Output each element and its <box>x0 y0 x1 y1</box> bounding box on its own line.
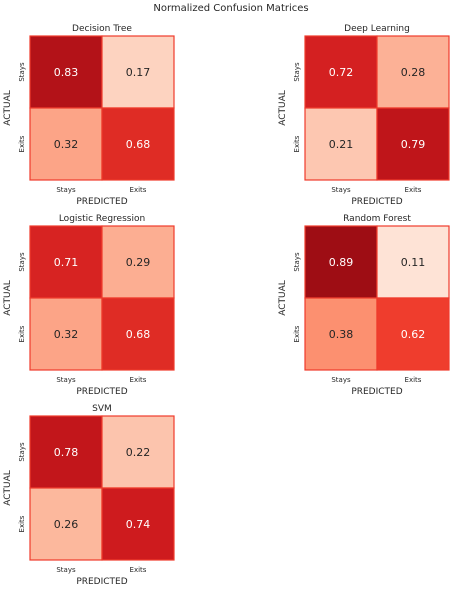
cell-value-label: 0.71 <box>54 256 79 269</box>
heatmap-cell <box>29 35 103 109</box>
y-tick-label: Stays <box>18 252 26 272</box>
cell-value-label: 0.28 <box>401 66 426 79</box>
cell-value-label: 0.72 <box>329 66 354 79</box>
panel-logistic-regression: Logistic Regression 0.71 0.29 0.32 0.68 Stays… <box>3 214 175 397</box>
heatmap-cell <box>376 225 450 299</box>
cell-value-label: 0.32 <box>54 328 79 341</box>
x-tick-label: Exits <box>130 566 147 574</box>
cell-value-label: 0.17 <box>126 66 151 79</box>
panel-random-forest: Random Forest 0.89 0.11 0.38 0.62 Stays Exits S… <box>278 214 450 397</box>
cell-value-label: 0.79 <box>401 138 426 151</box>
x-tick-label: Exits <box>405 186 422 194</box>
heatmap-cell <box>29 487 103 561</box>
y-tick-label: Exits <box>18 135 26 152</box>
panel-title: SVM <box>92 404 112 414</box>
y-tick-label: Stays <box>18 62 26 82</box>
heatmap-cell <box>376 297 450 371</box>
y-axis-label: ACTUAL <box>3 280 13 316</box>
panel-title: Logistic Regression <box>59 214 145 224</box>
cell-value-label: 0.83 <box>54 66 79 79</box>
panel-deep-learning: Deep Learning 0.72 0.28 0.21 0.79 Stays Exits S… <box>278 24 450 207</box>
cell-value-label: 0.78 <box>54 446 79 459</box>
x-tick-label: Stays <box>56 186 76 194</box>
heatmap-cell <box>376 107 450 181</box>
heatmap-cell <box>101 107 175 181</box>
x-axis-label: PREDICTED <box>76 197 127 207</box>
y-axis-label: ACTUAL <box>278 280 288 316</box>
x-tick-label: Stays <box>331 186 351 194</box>
x-tick-label: Exits <box>405 376 422 384</box>
cell-value-label: 0.38 <box>329 328 354 341</box>
panel-title: Deep Learning <box>344 24 410 34</box>
cell-value-label: 0.68 <box>126 138 151 151</box>
panels-group: Decision Tree 0.83 0.17 0.32 0.68 Stays Exits S… <box>3 24 450 587</box>
y-tick-label: Stays <box>293 62 301 82</box>
cell-value-label: 0.74 <box>126 518 151 531</box>
x-axis-label: PREDICTED <box>351 197 402 207</box>
cell-value-label: 0.22 <box>126 446 151 459</box>
x-axis-label: PREDICTED <box>76 387 127 397</box>
y-tick-label: Exits <box>293 325 301 342</box>
y-tick-label: Exits <box>293 135 301 152</box>
x-tick-label: Exits <box>130 376 147 384</box>
panel-title: Decision Tree <box>72 24 132 34</box>
y-tick-label: Exits <box>18 325 26 342</box>
cell-value-label: 0.89 <box>329 256 354 269</box>
x-tick-label: Stays <box>56 376 76 384</box>
cell-value-label: 0.62 <box>401 328 426 341</box>
heatmap-cell <box>101 297 175 371</box>
heatmap-cell <box>29 415 103 489</box>
cell-value-label: 0.29 <box>126 256 151 269</box>
heatmap-cell <box>376 35 450 109</box>
y-tick-label: Stays <box>293 252 301 272</box>
x-axis-label: PREDICTED <box>351 387 402 397</box>
y-tick-label: Exits <box>18 515 26 532</box>
cell-value-label: 0.26 <box>54 518 79 531</box>
y-axis-label: ACTUAL <box>278 90 288 126</box>
heatmap-cell <box>101 415 175 489</box>
x-tick-label: Exits <box>130 186 147 194</box>
cell-value-label: 0.68 <box>126 328 151 341</box>
panel-title: Random Forest <box>343 214 411 224</box>
figure-title: Normalized Confusion Matrices <box>153 3 308 14</box>
cell-value-label: 0.21 <box>329 138 354 151</box>
x-tick-label: Stays <box>331 376 351 384</box>
heatmap-cell <box>101 35 175 109</box>
cell-value-label: 0.11 <box>401 256 426 269</box>
panel-decision-tree: Decision Tree 0.83 0.17 0.32 0.68 Stays Exits S… <box>3 24 175 207</box>
heatmap-cell <box>101 225 175 299</box>
x-tick-label: Stays <box>56 566 76 574</box>
cell-value-label: 0.32 <box>54 138 79 151</box>
y-tick-label: Stays <box>18 442 26 462</box>
y-axis-label: ACTUAL <box>3 470 13 506</box>
heatmap-cell <box>29 107 103 181</box>
y-axis-label: ACTUAL <box>3 90 13 126</box>
heatmap-cell <box>101 487 175 561</box>
x-axis-label: PREDICTED <box>76 577 127 587</box>
heatmap-cell <box>304 107 378 181</box>
